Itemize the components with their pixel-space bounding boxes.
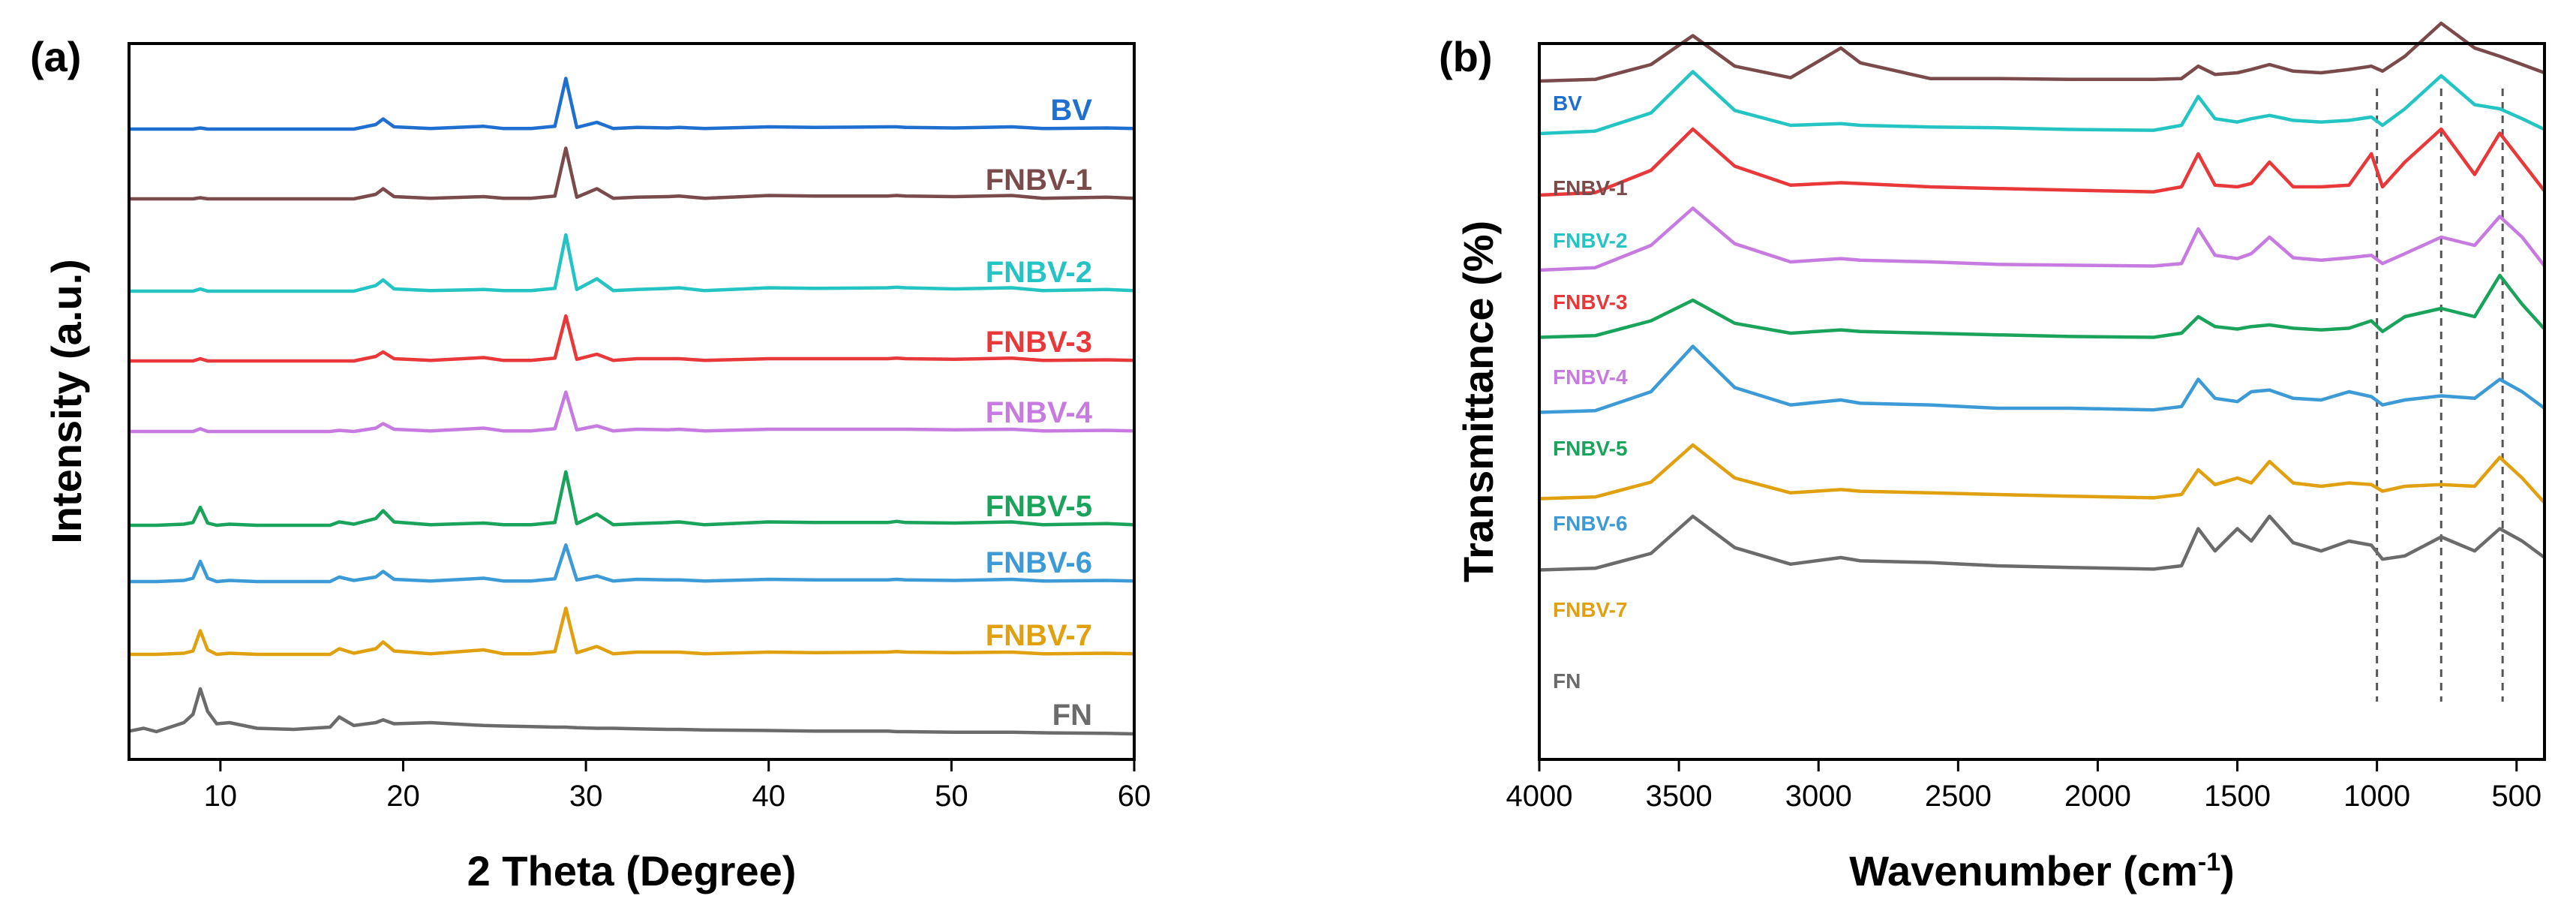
xrd-series-label: FN	[1052, 699, 1092, 732]
ftir-x-tick-label: 500	[2491, 780, 2541, 813]
ftir-x-ticks: 4000 3500 3000 2500 2000 1500 1000 500	[1506, 759, 2541, 813]
xrd-x-tick-label: 20	[386, 780, 420, 813]
ftir-trace-fnbv-5	[1539, 273, 2546, 339]
xrd-series-label: FNBV-4	[986, 396, 1093, 429]
ftir-x-tick-label: 1000	[2343, 780, 2410, 813]
xrd-series-label: FNBV-7	[986, 619, 1092, 652]
xrd-series-label: FNBV-1	[986, 164, 1092, 197]
xrd-series-label: FNBV-2	[986, 256, 1092, 289]
ftir-series-label: FNBV-5	[1553, 437, 1628, 460]
xrd-x-tick-label: 60	[1118, 780, 1151, 813]
xrd-trace-fnbv-4	[129, 390, 1135, 434]
ftir-trace-fnbv-7	[1539, 443, 2546, 504]
ftir-x-tick-label: 3500	[1646, 780, 1713, 813]
ftir-series-label: BV	[1553, 92, 1582, 115]
ftir-series-label: FNBV-4	[1553, 365, 1628, 389]
panel-b-label: (b)	[1439, 33, 1493, 80]
panel-a-label: (a)	[30, 33, 81, 80]
xrd-trace-fnbv-2	[129, 233, 1135, 293]
xrd-series-label: FNBV-3	[986, 326, 1092, 359]
xrd-trace-fnbv-1	[129, 146, 1135, 201]
ftir-x-axis-title: Wavenumber (cm-1)	[1849, 847, 2235, 894]
xrd-series-label: FNBV-5	[986, 490, 1092, 523]
ftir-series-label: FNBV-7	[1553, 598, 1628, 621]
ftir-trace-fnbv-4	[1539, 206, 2546, 272]
ftir-x-tick-label: 1500	[2204, 780, 2271, 813]
xrd-x-ticks: 10 20 30 40 50 60	[204, 759, 1151, 813]
xrd-trace-fnbv-6	[129, 543, 1135, 584]
xrd-trace-fn	[128, 687, 1135, 736]
xrd-trace-fnbv-3	[129, 314, 1135, 363]
ftir-series-label: FNBV-2	[1553, 229, 1628, 252]
ftir-trace-fnbv-3	[1539, 127, 2546, 197]
xrd-x-tick-label: 50	[935, 780, 968, 813]
ftir-trace-fnbv-1	[1539, 21, 2545, 83]
xrd-panel: (a) BV FNBV-1 FNBV-2 FNBV-3 FNBV-4 FNBV-5 FNBV…	[30, 33, 1151, 894]
xrd-trace-fnbv-5	[129, 470, 1135, 528]
ftir-y-axis-title: Transmittance (%)	[1455, 221, 1502, 582]
ftir-traces	[1539, 21, 2546, 572]
ftir-series-label: FNBV-3	[1553, 290, 1628, 314]
xrd-trace-fnbv-7	[129, 606, 1135, 657]
ftir-series-label: FN	[1553, 669, 1581, 693]
ftir-x-tick-label: 4000	[1506, 780, 1573, 813]
ftir-x-tick-label: 2000	[2064, 780, 2131, 813]
ftir-trace-fnbv-2	[1539, 70, 2545, 136]
ftir-series-labels: BV FNBV-1 FNBV-2 FNBV-3 FNBV-4 FNBV-5 FNBV-6 FN…	[1553, 92, 1628, 693]
xrd-plot-frame	[128, 42, 1136, 761]
ftir-trace-fn	[1539, 514, 2546, 572]
xrd-series-label: FNBV-6	[986, 546, 1092, 579]
ftir-panel: (b) BV FNBV-1 FNBV-2 FNBV-3 FNBV-4 FNBV-5 FNBV…	[1439, 21, 2546, 894]
xrd-x-tick-label: 40	[752, 780, 785, 813]
ftir-series-label: FNBV-1	[1553, 176, 1628, 200]
ftir-plot-frame	[1538, 42, 2546, 761]
xrd-series-labels: BV FNBV-1 FNBV-2 FNBV-3 FNBV-4 FNBV-5 FNBV-6 FN…	[986, 94, 1093, 732]
ftir-x-tick-label: 2500	[1925, 780, 1992, 813]
ftir-series-label: FNBV-6	[1553, 512, 1628, 535]
xrd-x-tick-label: 30	[569, 780, 603, 813]
ftir-trace-fnbv-6	[1539, 344, 2546, 414]
xrd-series-label: BV	[1050, 94, 1092, 127]
xrd-trace-bv	[129, 77, 1135, 131]
xrd-traces	[128, 77, 1135, 736]
xrd-y-axis-title: Intensity (a.u.)	[43, 259, 90, 544]
xrd-x-axis-title: 2 Theta (Degree)	[467, 847, 797, 894]
xrd-x-tick-label: 10	[204, 780, 238, 813]
ftir-x-tick-label: 3000	[1785, 780, 1852, 813]
